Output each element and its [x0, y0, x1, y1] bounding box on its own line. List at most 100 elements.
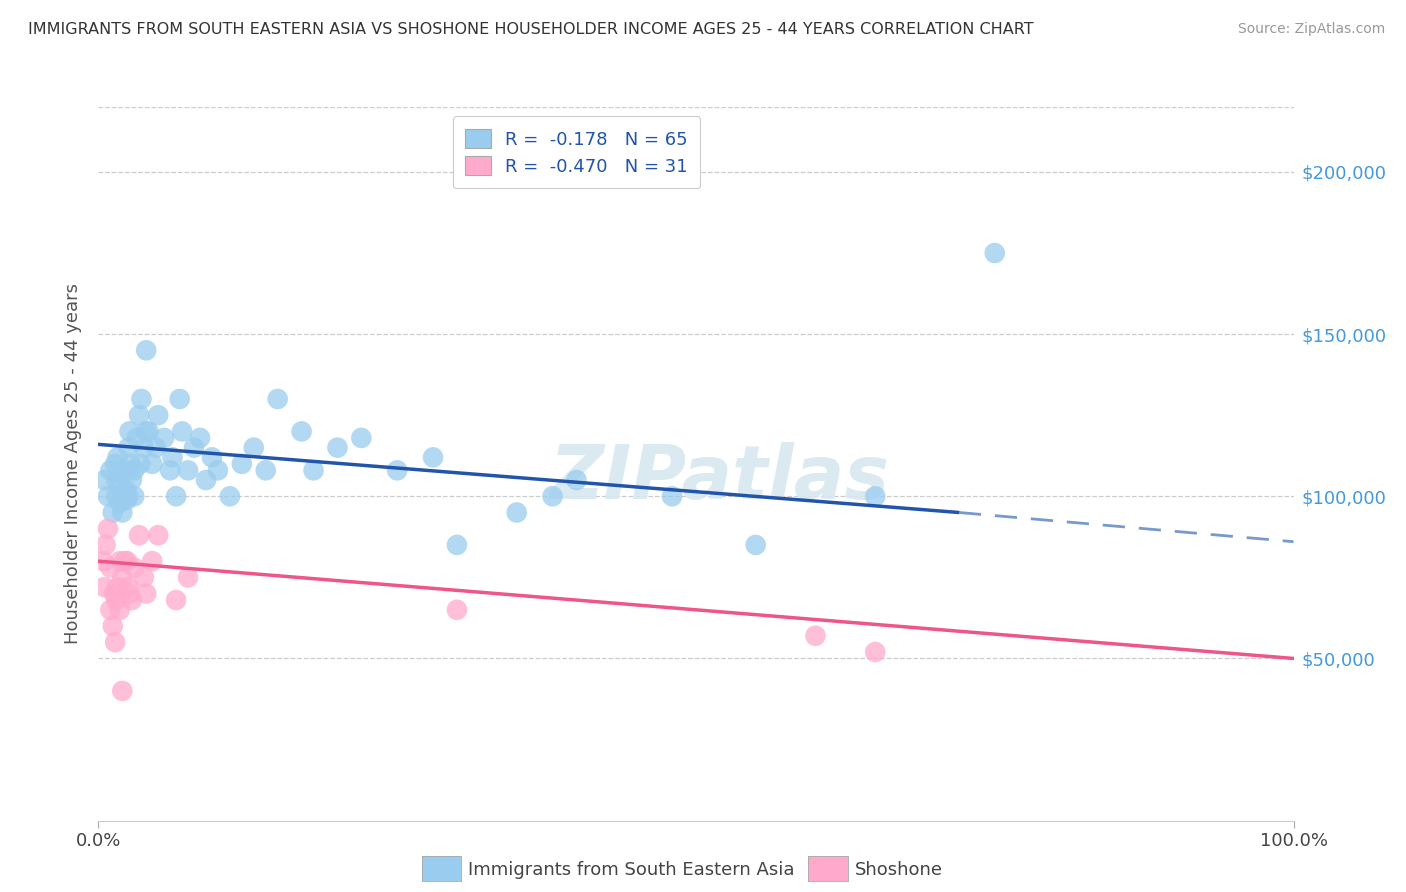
- Point: [114, 554, 136, 568]
- Point: [153, 431, 176, 445]
- Point: [105, 593, 128, 607]
- Point: [98, 463, 122, 477]
- Point: [138, 425, 160, 439]
- Point: [165, 593, 187, 607]
- Point: [105, 473, 128, 487]
- Point: [104, 457, 127, 471]
- Point: [91, 554, 114, 568]
- Point: [302, 463, 325, 477]
- Point: [745, 538, 768, 552]
- Point: [98, 603, 122, 617]
- Point: [105, 489, 128, 503]
- Point: [135, 343, 157, 358]
- Point: [107, 580, 129, 594]
- Point: [446, 603, 468, 617]
- Point: [128, 408, 150, 422]
- Point: [117, 489, 139, 503]
- Point: [108, 496, 131, 510]
- Point: [124, 560, 146, 574]
- Point: [565, 473, 588, 487]
- Point: [117, 441, 139, 455]
- Point: [115, 554, 138, 568]
- Point: [145, 441, 167, 455]
- Point: [165, 489, 187, 503]
- Point: [148, 528, 170, 542]
- Point: [101, 506, 124, 520]
- Point: [254, 463, 277, 477]
- Y-axis label: Householder Income Ages 25 - 44 years: Householder Income Ages 25 - 44 years: [65, 284, 83, 644]
- Point: [446, 538, 468, 552]
- Point: [104, 635, 127, 649]
- Point: [506, 506, 529, 520]
- Point: [115, 492, 138, 507]
- Text: Shoshone: Shoshone: [855, 861, 943, 879]
- Point: [115, 483, 138, 497]
- Point: [129, 457, 152, 471]
- Point: [219, 489, 242, 503]
- Point: [107, 450, 129, 465]
- Point: [207, 463, 229, 477]
- Point: [131, 392, 153, 406]
- Text: ZIPatlas: ZIPatlas: [550, 442, 890, 515]
- Point: [118, 586, 141, 600]
- Point: [121, 473, 143, 487]
- Text: Immigrants from South Eastern Asia: Immigrants from South Eastern Asia: [468, 861, 794, 879]
- Point: [141, 457, 163, 471]
- Point: [541, 489, 564, 503]
- Point: [194, 473, 218, 487]
- Point: [108, 479, 131, 493]
- Point: [267, 392, 290, 406]
- Point: [132, 570, 155, 584]
- Point: [128, 528, 150, 542]
- Point: [804, 629, 827, 643]
- Point: [326, 441, 349, 455]
- Point: [124, 463, 146, 477]
- Point: [124, 489, 146, 503]
- Point: [188, 431, 211, 445]
- Point: [172, 425, 194, 439]
- Point: [231, 457, 253, 471]
- Point: [112, 489, 135, 503]
- Point: [422, 450, 444, 465]
- Point: [94, 538, 117, 552]
- Point: [125, 431, 148, 445]
- Point: [111, 684, 134, 698]
- Point: [863, 489, 887, 503]
- Point: [111, 570, 134, 584]
- Point: [114, 463, 136, 477]
- Point: [162, 450, 184, 465]
- Point: [863, 645, 887, 659]
- Point: [118, 425, 141, 439]
- Point: [135, 425, 157, 439]
- Point: [120, 457, 142, 471]
- Point: [169, 392, 191, 406]
- Text: IMMIGRANTS FROM SOUTH EASTERN ASIA VS SHOSHONE HOUSEHOLDER INCOME AGES 25 - 44 Y: IMMIGRANTS FROM SOUTH EASTERN ASIA VS SH…: [28, 22, 1033, 37]
- Point: [135, 586, 157, 600]
- Point: [159, 463, 181, 477]
- Point: [103, 586, 125, 600]
- Point: [98, 560, 122, 574]
- Point: [177, 463, 200, 477]
- Point: [385, 463, 409, 477]
- Point: [141, 554, 163, 568]
- Point: [291, 425, 314, 439]
- Text: Source: ZipAtlas.com: Source: ZipAtlas.com: [1237, 22, 1385, 37]
- Point: [117, 580, 139, 594]
- Point: [201, 450, 224, 465]
- Point: [111, 506, 134, 520]
- Point: [101, 619, 124, 633]
- Point: [108, 554, 131, 568]
- Point: [93, 473, 115, 487]
- Point: [93, 580, 115, 594]
- Point: [148, 408, 170, 422]
- Point: [183, 441, 205, 455]
- Point: [350, 431, 373, 445]
- Point: [243, 441, 266, 455]
- Point: [984, 246, 1007, 260]
- Point: [97, 489, 120, 503]
- Point: [661, 489, 683, 503]
- Point: [132, 441, 155, 455]
- Point: [108, 603, 131, 617]
- Point: [177, 570, 200, 584]
- Point: [121, 593, 143, 607]
